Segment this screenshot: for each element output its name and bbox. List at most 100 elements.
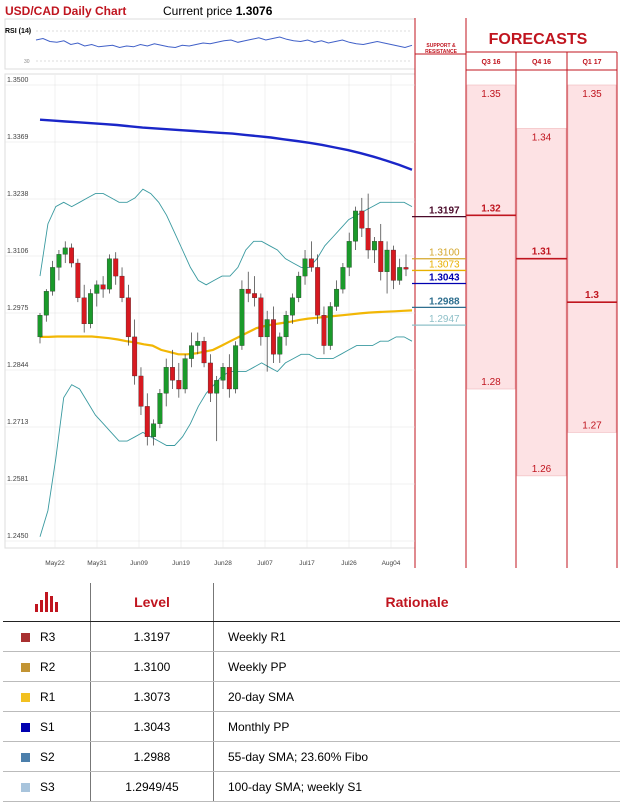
candle-body xyxy=(239,288,245,346)
levels-table-header: Level Rationale xyxy=(3,583,620,622)
level-name: S1 xyxy=(40,719,55,734)
level-row: R3 1.3197 Weekly R1 xyxy=(3,621,620,652)
price-x-tick: Jun28 xyxy=(214,560,232,567)
level-row: S3 1.2949/45 100-day SMA; weekly S1 xyxy=(3,771,620,802)
price-x-tick: Jul26 xyxy=(341,560,357,567)
current-price-value: 1.3076 xyxy=(235,4,273,18)
candle-body xyxy=(233,345,239,390)
level-label: 1.2988 xyxy=(429,296,460,307)
candle-body xyxy=(252,293,258,298)
level-rationale: Monthly PP xyxy=(213,711,620,742)
candle-body xyxy=(119,275,125,298)
candle-body xyxy=(296,275,302,298)
candle-body xyxy=(283,315,289,338)
header-icon-cell xyxy=(3,583,91,622)
rsi-tick-70: 70 xyxy=(24,29,30,35)
candle-body xyxy=(397,267,403,281)
level-color-swatch xyxy=(21,692,30,702)
candle-body xyxy=(125,297,131,338)
price-y-tick: 1.2581 xyxy=(7,476,29,483)
candle-body xyxy=(390,249,396,281)
candle-body xyxy=(144,406,150,437)
candle-body xyxy=(170,367,175,381)
candle-body xyxy=(163,367,169,394)
candle-body xyxy=(220,367,226,381)
bollinger-lower xyxy=(39,336,413,537)
level-color-swatch xyxy=(21,632,30,642)
price-y-tick: 1.2975 xyxy=(7,305,29,312)
level-name: R2 xyxy=(40,659,56,674)
price-x-tick: Jul07 xyxy=(257,560,273,567)
price-x-tick: May31 xyxy=(87,560,107,567)
candle-body xyxy=(346,241,352,268)
rsi-tick-30: 30 xyxy=(24,59,30,65)
price-y-tick: 1.2844 xyxy=(7,362,29,369)
candle-body xyxy=(334,288,340,307)
candle-body xyxy=(62,247,68,255)
rsi-title: RSI (14) xyxy=(5,28,31,35)
candle-body xyxy=(308,258,314,268)
level-label: 1.3197 xyxy=(429,206,460,217)
candle-body xyxy=(195,341,201,346)
level-value: 1.3043 xyxy=(90,711,214,742)
candle-body xyxy=(365,228,371,251)
current-price-label: Current price 1.3076 xyxy=(163,4,272,18)
level-value: 1.3100 xyxy=(90,651,214,682)
level-value: 1.2988 xyxy=(90,741,214,772)
level-row: R1 1.3073 20-day SMA xyxy=(3,681,620,712)
bar-chart-icon xyxy=(34,591,58,612)
level-row: R2 1.3100 Weekly PP xyxy=(3,651,620,682)
candle-body xyxy=(113,258,119,277)
level-name-cell: R2 xyxy=(3,651,91,682)
candle-body xyxy=(151,423,157,437)
candle-body xyxy=(403,267,409,270)
forecast-high-label: 1.35 xyxy=(481,89,501,100)
quarter-label: Q3 16 xyxy=(481,59,500,66)
rsi-panel: RSI (14) 70 30 xyxy=(5,28,413,65)
candle-body xyxy=(371,241,377,251)
quarter-label: Q1 17 xyxy=(582,59,601,66)
candle-body xyxy=(340,267,346,290)
price-x-tick: Jun19 xyxy=(172,560,190,567)
level-rationale: Weekly PP xyxy=(213,651,620,682)
forecast-high-label: 1.35 xyxy=(582,89,602,100)
level-label: 1.3073 xyxy=(429,259,460,270)
candle-body xyxy=(50,267,56,292)
price-frame xyxy=(4,73,416,549)
forecast-low-label: 1.28 xyxy=(481,377,501,388)
forecast-range-bar xyxy=(466,84,516,390)
candle-body xyxy=(43,291,49,316)
candle-body xyxy=(353,210,358,242)
candle-body xyxy=(182,358,188,390)
candle-body xyxy=(138,375,144,407)
price-x-tick: May22 xyxy=(45,560,65,567)
header-rationale: Rationale xyxy=(213,583,620,622)
candle-body xyxy=(106,258,112,290)
candle-body xyxy=(302,258,308,277)
candle-body xyxy=(315,267,321,316)
candle-body xyxy=(245,288,251,294)
level-label: 1.3043 xyxy=(429,272,460,283)
candle-body xyxy=(321,315,327,346)
levels-table: Level Rationale R3 1.3197 Weekly R1 R2 1.310… xyxy=(3,583,620,802)
forecast-panel: FORECASTS SUPPORT & RESISTANCE 1.3197 1.3… xyxy=(425,31,617,477)
price-y-tick: 1.2713 xyxy=(7,419,29,426)
forecast-median-label: 1.31 xyxy=(532,247,552,258)
price-y-tick: 1.3369 xyxy=(7,134,29,141)
forecast-range-bar xyxy=(567,84,617,433)
sr-label-line1: SUPPORT & xyxy=(426,43,456,49)
candle-body xyxy=(207,362,213,394)
level-rationale: Weekly R1 xyxy=(213,621,620,652)
candle-body xyxy=(359,210,365,229)
level-label: 1.2947 xyxy=(429,314,460,325)
level-value: 1.3073 xyxy=(90,681,214,712)
level-name-cell: S2 xyxy=(3,741,91,772)
price-y-tick: 1.3238 xyxy=(7,191,29,198)
candle-body xyxy=(214,380,220,394)
candle-body xyxy=(69,247,75,264)
level-rationale: 55-day SMA; 23.60% Fibo xyxy=(213,741,620,772)
candle-body xyxy=(132,336,138,377)
moving-average-yellow xyxy=(40,309,413,356)
quarter-label: Q4 16 xyxy=(532,59,551,66)
